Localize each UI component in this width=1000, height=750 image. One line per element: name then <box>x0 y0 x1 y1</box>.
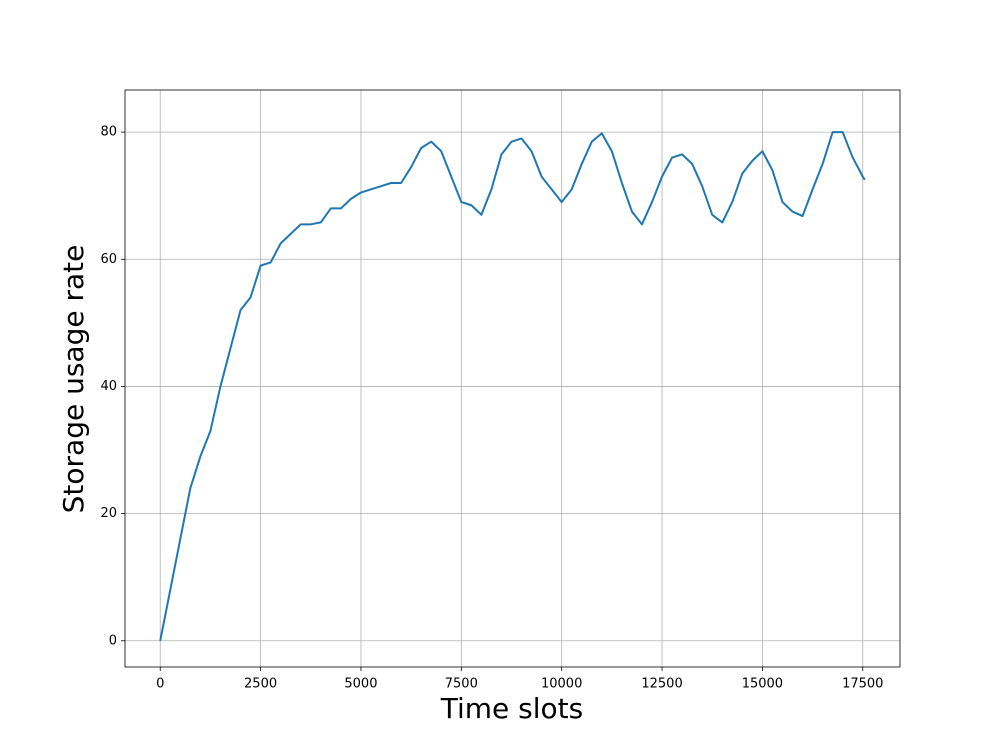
plot-frame <box>124 89 901 668</box>
x-tick-label: 15000 <box>742 677 783 692</box>
x-tick-label: 2500 <box>244 677 277 692</box>
x-tick-label: 12500 <box>641 677 682 692</box>
data-line <box>159 131 866 641</box>
x-tick-label: 17500 <box>842 677 883 692</box>
x-tick-label: 10000 <box>541 677 582 692</box>
y-tick-label: 20 <box>100 506 117 521</box>
y-axis-label: Storage usage rate <box>57 245 90 514</box>
y-tick-label: 60 <box>100 252 117 267</box>
y-tick-label: 0 <box>109 633 117 648</box>
x-tick-label: 0 <box>156 677 164 692</box>
y-tick-label: 40 <box>100 379 117 394</box>
x-tick-label: 7500 <box>445 677 478 692</box>
y-tick-label: 80 <box>100 125 117 140</box>
x-axis-label: Time slots <box>440 692 584 725</box>
x-tick-label: 5000 <box>344 677 377 692</box>
